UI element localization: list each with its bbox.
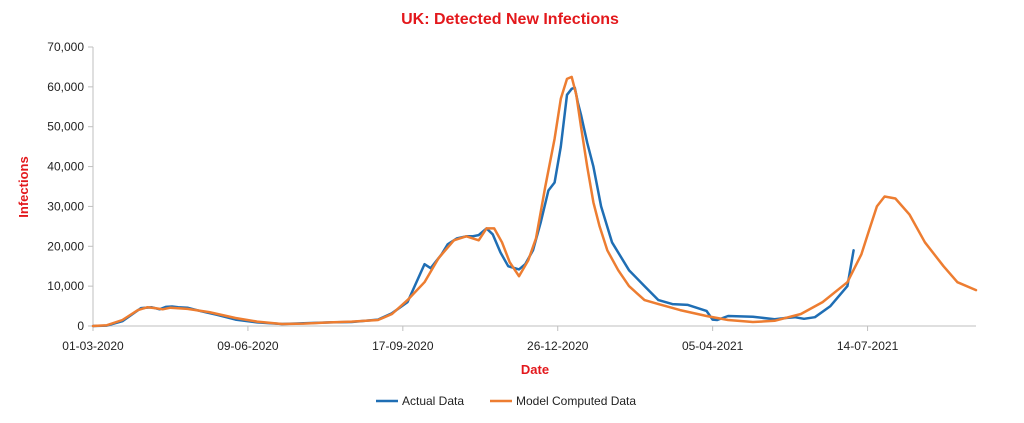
x-axis-title: Date <box>521 362 549 377</box>
y-tick-label: 20,000 <box>47 239 84 253</box>
y-tick-label: 60,000 <box>47 80 84 94</box>
legend-label: Actual Data <box>402 394 464 408</box>
series-layer <box>91 75 978 328</box>
x-tick-label: 09-06-2020 <box>217 339 279 353</box>
x-tick-label: 17-09-2020 <box>372 339 434 353</box>
series-line-model <box>91 75 978 328</box>
axes: 0 10,000 20,000 30,000 40,000 50,000 60,000 70,… <box>47 40 976 353</box>
x-tick-label: 14-07-2021 <box>837 339 899 353</box>
chart-title: UK: Detected New Infections <box>401 11 619 28</box>
y-axis-title: Infections <box>16 156 31 217</box>
x-tick-label: 26-12-2020 <box>527 339 589 353</box>
legend: Actual Data Model Computed Data <box>376 394 636 408</box>
y-tick-label: 0 <box>77 319 84 333</box>
y-tick-label: 70,000 <box>47 40 84 54</box>
x-tick-label: 05-04-2021 <box>682 339 744 353</box>
y-tick-label: 50,000 <box>47 120 84 134</box>
series-line-actual <box>91 86 855 328</box>
y-tick-label: 30,000 <box>47 199 84 213</box>
y-tick-label: 40,000 <box>47 160 84 174</box>
y-tick-label: 10,000 <box>47 279 84 293</box>
legend-label: Model Computed Data <box>516 394 636 408</box>
x-tick-label: 01-03-2020 <box>62 339 124 353</box>
